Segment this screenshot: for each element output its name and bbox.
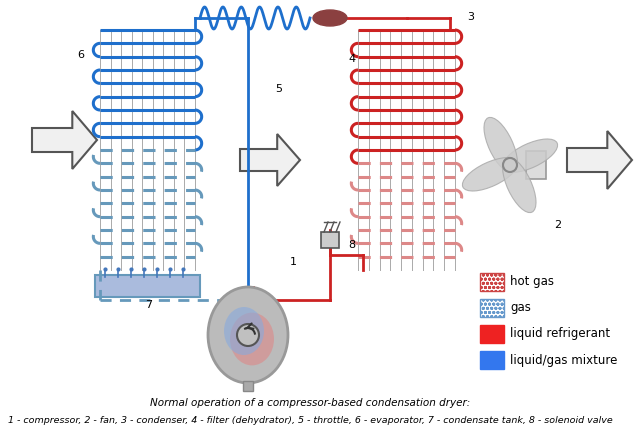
Polygon shape — [32, 111, 97, 169]
Ellipse shape — [230, 313, 274, 365]
Ellipse shape — [502, 139, 557, 172]
Text: 7: 7 — [145, 300, 152, 310]
Text: gas: gas — [510, 301, 531, 314]
FancyBboxPatch shape — [95, 275, 200, 297]
Bar — [480, 299, 504, 317]
Text: 1 - compressor, 2 - fan, 3 - condenser, 4 - filter (dehydrator), 5 - throttle, 6: 1 - compressor, 2 - fan, 3 - condenser, … — [8, 416, 612, 424]
Text: 5: 5 — [275, 84, 282, 94]
Bar — [321, 232, 339, 248]
Text: liquid/gas mixture: liquid/gas mixture — [510, 353, 618, 366]
Bar — [480, 325, 504, 343]
Polygon shape — [567, 131, 632, 189]
Ellipse shape — [224, 307, 264, 355]
Ellipse shape — [502, 157, 536, 213]
Ellipse shape — [463, 158, 518, 191]
Ellipse shape — [313, 10, 347, 26]
Bar — [480, 351, 504, 369]
Ellipse shape — [503, 158, 517, 172]
Ellipse shape — [237, 324, 259, 346]
Bar — [480, 273, 504, 291]
Bar — [526, 151, 546, 179]
Text: liquid refrigerant: liquid refrigerant — [510, 328, 610, 341]
Ellipse shape — [208, 287, 288, 383]
Text: 2: 2 — [554, 220, 561, 230]
Ellipse shape — [484, 117, 517, 173]
Bar — [243, 381, 253, 391]
Text: 1: 1 — [290, 257, 297, 267]
Text: Normal operation of a compressor-based condensation dryer:: Normal operation of a compressor-based c… — [150, 398, 470, 408]
Text: hot gas: hot gas — [510, 275, 554, 289]
Polygon shape — [240, 134, 300, 186]
Text: 6: 6 — [77, 50, 84, 60]
Text: 8: 8 — [348, 240, 355, 250]
Text: 4: 4 — [348, 54, 355, 64]
Text: 3: 3 — [467, 12, 474, 22]
